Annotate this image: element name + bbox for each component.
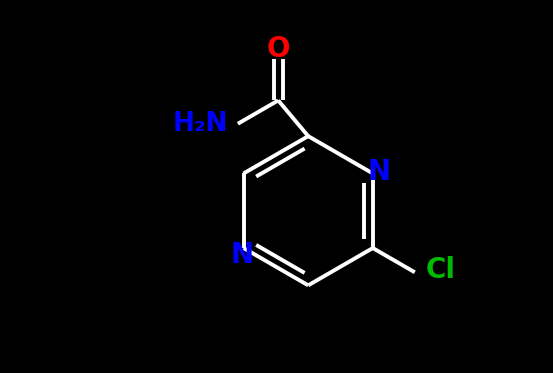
Text: H₂N: H₂N [173, 111, 228, 137]
Text: N: N [230, 241, 253, 269]
Text: Cl: Cl [426, 256, 456, 285]
Text: N: N [368, 157, 391, 186]
Text: O: O [267, 35, 290, 63]
